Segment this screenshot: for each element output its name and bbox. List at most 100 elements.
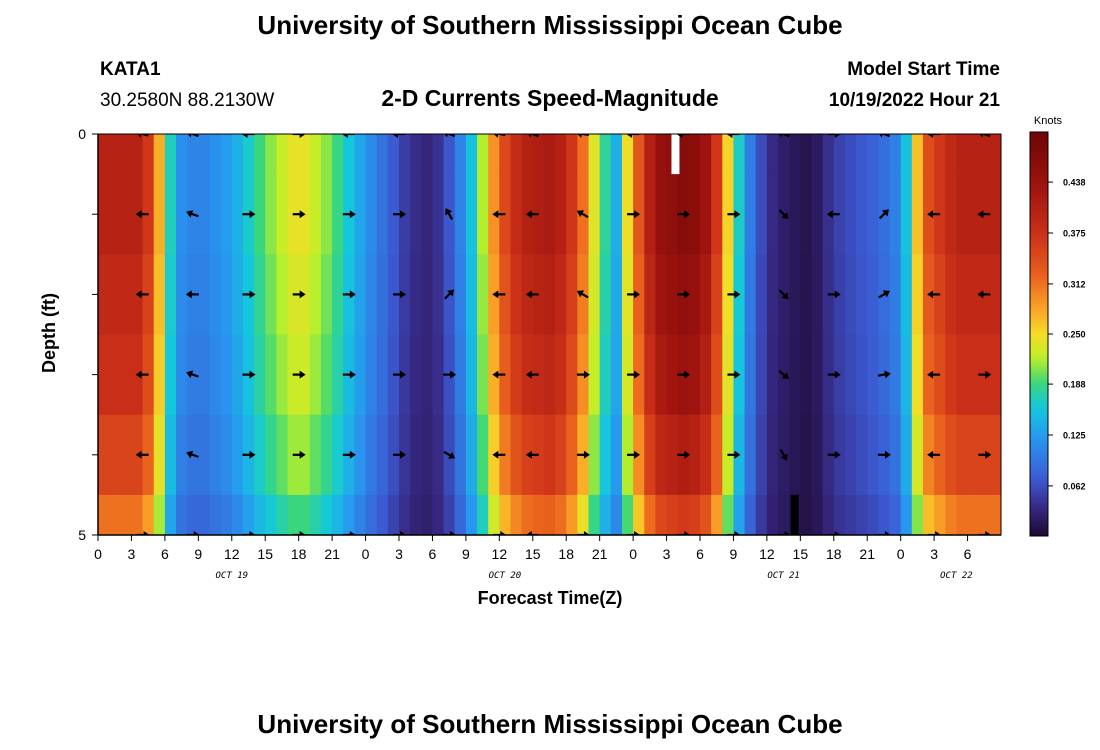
heatmap-cell — [655, 494, 668, 535]
current-arrow — [827, 370, 841, 379]
heatmap-cell — [332, 334, 344, 416]
heatmap-cell — [220, 494, 233, 535]
current-arrow — [525, 290, 539, 299]
current-arrow — [241, 134, 255, 138]
heatmap-cell — [410, 254, 422, 336]
heatmap-cell — [822, 494, 835, 535]
heatmap-cell — [276, 254, 289, 336]
current-arrow — [526, 134, 539, 138]
current-arrow — [242, 210, 256, 219]
current-arrow — [342, 450, 356, 459]
heatmap-cell — [700, 414, 712, 496]
heatmap-cell — [789, 134, 801, 175]
heatmap-cell — [789, 414, 801, 496]
heatmap-cell — [320, 334, 333, 416]
heatmap-cell — [755, 494, 768, 535]
heatmap-cell — [343, 494, 356, 535]
heatmap-cell — [120, 174, 133, 255]
heatmap-cell — [666, 334, 679, 416]
heatmap-cell — [164, 254, 177, 336]
heatmap-cell — [867, 414, 879, 496]
heatmap-cell — [187, 494, 199, 535]
heatmap-cell — [265, 414, 277, 496]
current-arrow — [927, 290, 941, 299]
heatmap-cell — [510, 494, 523, 535]
figure-title: University of Southern Mississippi Ocean… — [257, 10, 842, 40]
current-arrow — [977, 210, 991, 219]
heatmap-cell — [410, 414, 422, 496]
heatmap-cell — [755, 174, 768, 255]
heatmap-cell — [711, 494, 723, 535]
heatmap-cell — [744, 494, 757, 535]
heatmap-cell — [209, 334, 222, 416]
current-arrow — [493, 531, 507, 535]
heatmap-cell — [644, 414, 657, 496]
heatmap-cell — [510, 254, 523, 336]
heatmap-cell — [844, 134, 857, 175]
heatmap-cell — [688, 174, 701, 255]
heatmap-cell — [231, 254, 244, 336]
heatmap-cell — [844, 414, 857, 496]
heatmap-cell — [599, 254, 612, 336]
heatmap-cell — [98, 134, 110, 175]
current-arrow — [877, 531, 891, 535]
heatmap-cell — [142, 494, 155, 535]
heatmap-cell — [599, 334, 612, 416]
heatmap-cell — [566, 174, 578, 255]
current-arrow — [242, 290, 256, 299]
heatmap-cell — [956, 494, 969, 535]
current-arrow — [627, 210, 641, 219]
current-arrow — [292, 531, 306, 535]
heatmap-cell — [900, 134, 913, 175]
heatmap-cell — [666, 174, 679, 255]
heatmap-cell — [555, 334, 567, 416]
heatmap-cell — [109, 414, 121, 496]
heatmap-cell — [856, 174, 868, 255]
current-arrow — [627, 450, 641, 459]
heatmap-cell — [120, 254, 133, 336]
heatmap-cell — [220, 254, 233, 336]
heatmap-cell — [164, 494, 177, 535]
heatmap-cell — [209, 414, 222, 496]
current-arrow — [135, 370, 149, 379]
current-arrow — [927, 370, 941, 379]
heatmap-cell — [98, 254, 110, 336]
heatmap-cell — [978, 494, 991, 535]
current-arrow — [779, 449, 788, 461]
heatmap-cell — [332, 414, 344, 496]
heatmap-cell — [555, 494, 567, 535]
heatmap-cell — [755, 134, 768, 175]
heatmap-cell — [900, 334, 913, 416]
heatmap-cell — [309, 334, 322, 416]
heatmap-cell — [276, 414, 289, 496]
heatmap-cell — [276, 334, 289, 416]
current-arrow — [185, 290, 199, 299]
heatmap-cell — [153, 134, 166, 175]
current-arrow — [342, 290, 356, 299]
heatmap-cell — [432, 134, 445, 175]
heatmap-cell — [176, 134, 188, 175]
heatmap-cell — [521, 494, 534, 535]
current-arrow — [186, 210, 199, 218]
heatmap-cell — [176, 494, 188, 535]
heatmap-cell — [543, 494, 556, 535]
current-arrow — [525, 450, 539, 459]
heatmap-cell — [878, 134, 891, 175]
heatmap-cell — [543, 334, 556, 416]
y-tick-label: 5 — [78, 527, 86, 543]
x-tick-label: 15 — [793, 546, 809, 562]
current-arrow — [393, 531, 406, 535]
heatmap-cell — [209, 254, 222, 336]
heatmap-cell — [109, 134, 121, 175]
current-arrow — [242, 370, 256, 379]
heatmap-cell — [811, 494, 824, 535]
current-arrow — [878, 290, 891, 299]
heatmap-cell — [365, 334, 378, 416]
current-arrow — [978, 531, 992, 535]
colorbar-tick-label: 0.125 — [1063, 431, 1086, 441]
heatmap-cell — [354, 414, 367, 496]
heatmap-cell — [220, 174, 233, 255]
heatmap-cell — [365, 414, 378, 496]
heatmap-cell — [621, 494, 634, 535]
colorbar-tick-label: 0.250 — [1063, 330, 1086, 340]
